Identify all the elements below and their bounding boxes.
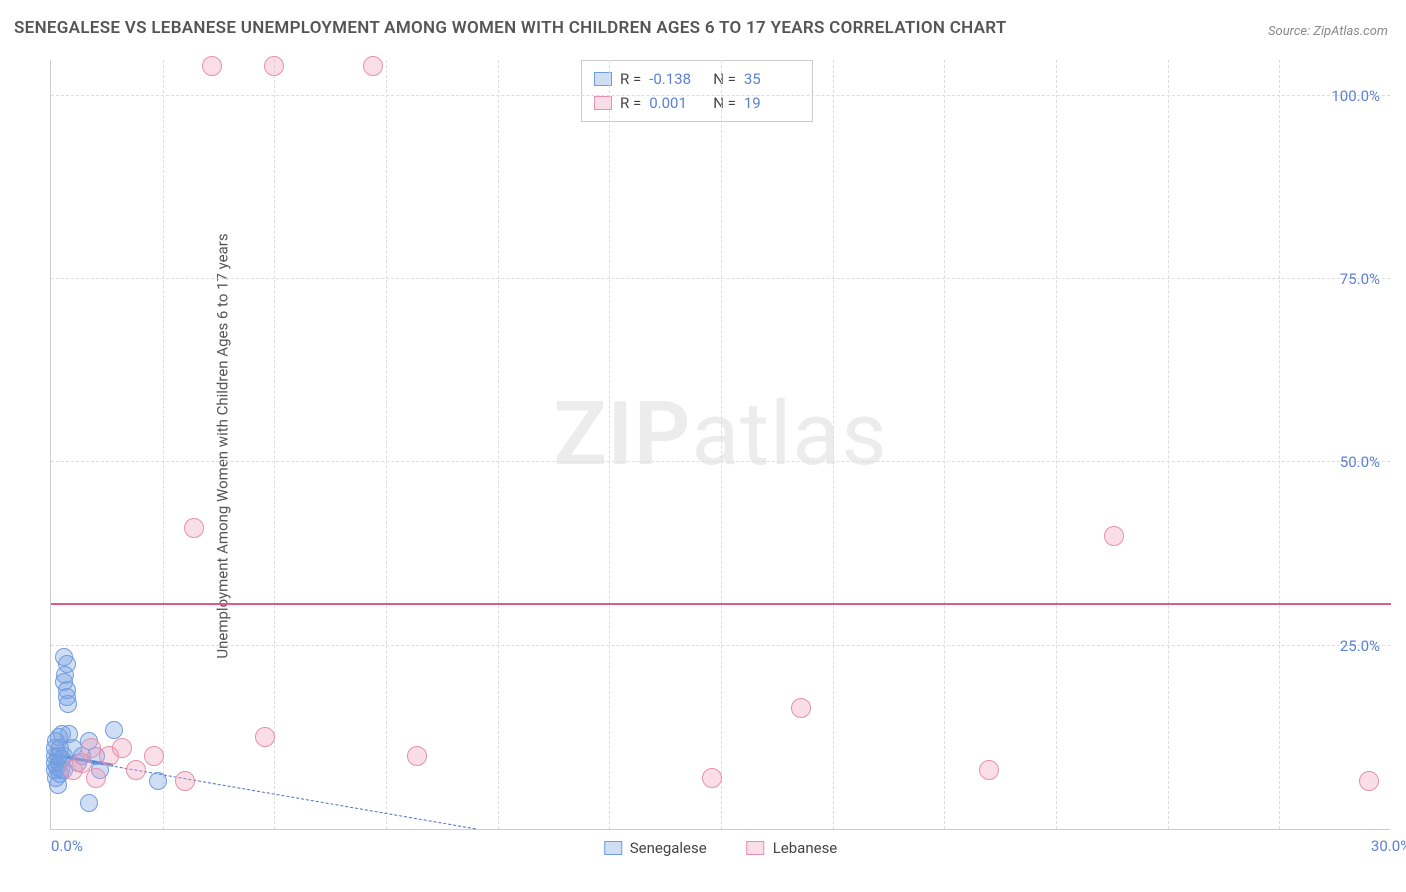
trend-line [51,755,475,829]
stats-legend: R = -0.138 N = 35R = 0.001 N = 19 [581,60,813,122]
chart-title: SENEGALESE VS LEBANESE UNEMPLOYMENT AMON… [14,18,1007,38]
data-point [264,56,284,76]
data-point [184,518,204,538]
legend-label: Senegalese [630,839,707,857]
y-tick-label: 100.0% [1331,87,1380,105]
data-point [86,768,106,788]
stat-n-value: 35 [744,67,800,91]
trend-line [51,603,1391,605]
legend-item: Lebanese [747,839,838,857]
legend-label: Lebanese [773,839,838,857]
data-point [1104,526,1124,546]
data-point [105,721,123,739]
gridline-v [1056,60,1057,829]
data-point [59,695,77,713]
gridline-v [833,60,834,829]
gridline-v [163,60,164,829]
data-point [112,738,132,758]
chart-container: SENEGALESE VS LEBANESE UNEMPLOYMENT AMON… [0,0,1406,892]
stat-r-value: -0.138 [649,67,705,91]
series-legend: Senegalese Lebanese [604,839,838,857]
y-tick-label: 25.0% [1340,637,1380,655]
source-attribution: Source: ZipAtlas.com [1268,24,1388,39]
data-point [407,746,427,766]
y-tick-label: 75.0% [1340,270,1380,288]
gridline-v [1168,60,1169,829]
stat-n-label: N = [713,67,736,91]
gridline-v [386,60,387,829]
data-point [363,56,383,76]
gridline-v [274,60,275,829]
gridline-v [609,60,610,829]
data-point [979,760,999,780]
legend-swatch [747,841,765,855]
data-point [1359,771,1379,791]
data-point [702,768,722,788]
legend-swatch [604,841,622,855]
stat-r-label: R = [620,67,641,91]
gridline-v [1279,60,1280,829]
gridline-v [498,60,499,829]
gridline-v [944,60,945,829]
y-tick-label: 50.0% [1340,453,1380,471]
legend-item: Senegalese [604,839,707,857]
data-point [255,727,275,747]
data-point [144,746,164,766]
legend-row: R = -0.138 N = 35 [594,67,800,91]
gridline-v [721,60,722,829]
x-tick-label: 30.0% [1371,837,1406,855]
data-point [80,794,98,812]
data-point [126,760,146,780]
data-point [149,772,167,790]
plot-area: ZIPatlas R = -0.138 N = 35R = 0.001 N = … [50,60,1390,830]
data-point [55,648,73,666]
data-point [202,56,222,76]
data-point [175,771,195,791]
x-tick-label: 0.0% [51,837,83,855]
data-point [791,698,811,718]
